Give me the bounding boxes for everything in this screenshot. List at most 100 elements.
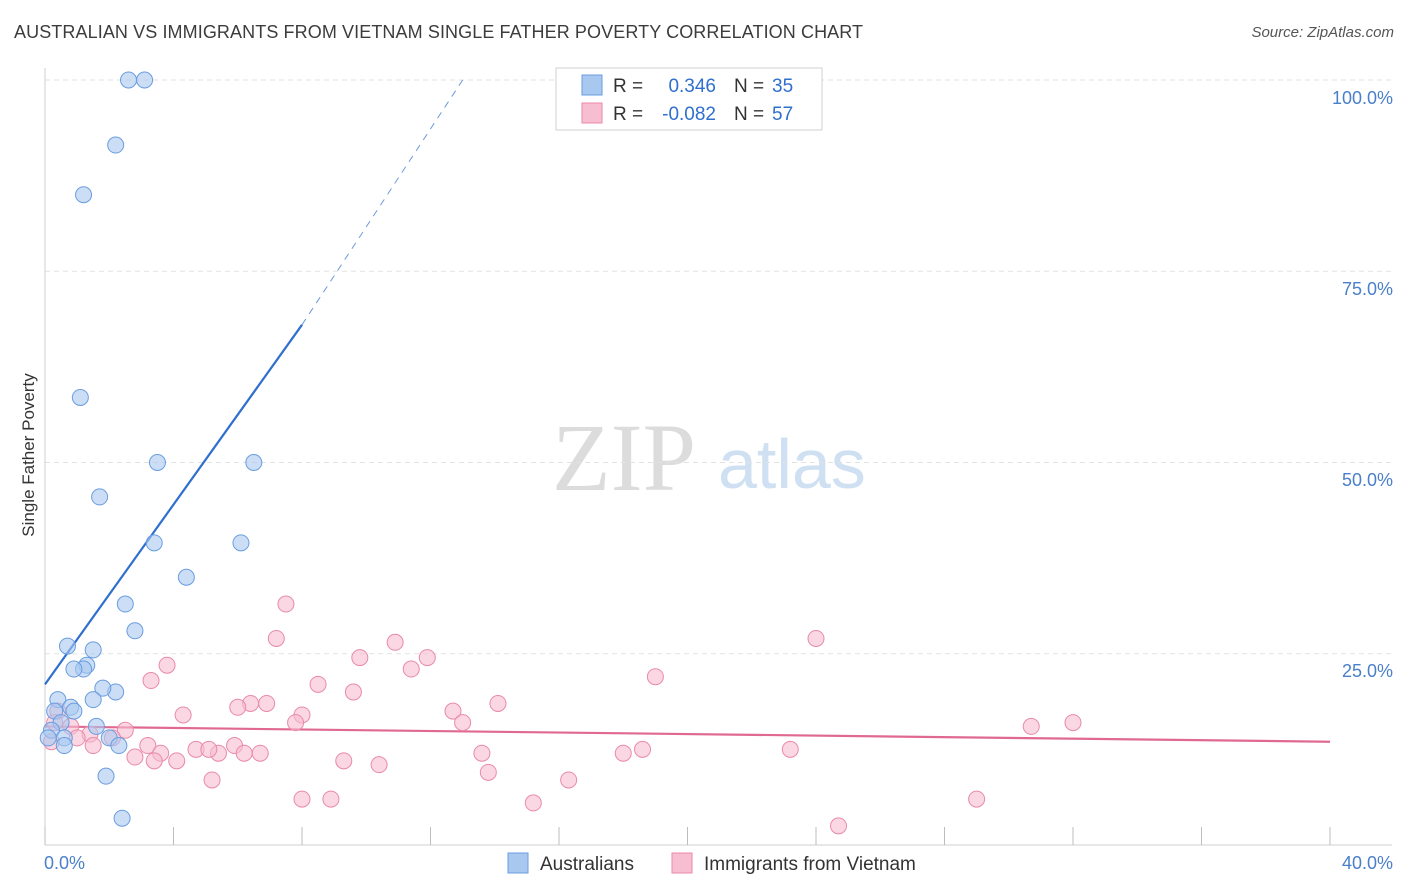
point-vietnam (293, 790, 311, 808)
point-vietnam (479, 763, 497, 781)
source-label: Source: ZipAtlas.com (1251, 24, 1394, 41)
correlation-legend: R = 0.346 N = 35 R = -0.082 N = 57 (555, 67, 823, 131)
series-legend-label: Immigrants from Vietnam (704, 854, 916, 875)
point-vietnam (807, 629, 825, 647)
point-vietnam (203, 771, 221, 789)
point-australians (87, 717, 105, 735)
point-vietnam (968, 790, 986, 808)
point-australians (232, 534, 250, 552)
point-vietnam (560, 771, 578, 789)
y-axis-label: Single Father Poverty (19, 373, 38, 537)
trend-line-australians (44, 324, 303, 685)
y-tick-label: 50.0% (1342, 470, 1393, 490)
trend-line-vietnam (44, 725, 1331, 743)
point-vietnam (145, 752, 163, 770)
point-australians (71, 388, 89, 406)
point-vietnam (139, 737, 157, 755)
point-australians (39, 729, 57, 747)
legend-n-value: 35 (772, 76, 793, 97)
legend-r-value: -0.082 (662, 104, 716, 125)
legend-n-label: N = (734, 76, 764, 97)
point-vietnam (258, 694, 276, 712)
watermark-zip: ZIP (552, 404, 696, 511)
point-vietnam (473, 744, 491, 762)
gridlines (45, 79, 1392, 655)
point-vietnam (126, 748, 144, 766)
point-australians (148, 454, 166, 471)
point-vietnam (309, 675, 327, 693)
point-australians (113, 809, 131, 827)
series-legend-swatch-vietnam (671, 852, 693, 874)
point-australians (177, 568, 195, 586)
point-australians (91, 488, 109, 506)
point-vietnam (251, 744, 269, 762)
point-australians (126, 622, 144, 640)
series-legend-label: Australians (540, 854, 634, 875)
point-vietnam (235, 744, 253, 762)
point-australians (116, 595, 134, 613)
y-tick-label: 75.0% (1342, 279, 1393, 299)
point-australians (145, 534, 163, 552)
point-australians (120, 71, 138, 89)
point-australians (107, 136, 125, 154)
legend-r-label: R = (613, 104, 643, 125)
point-australians (55, 737, 73, 755)
watermark-atlas: atlas (718, 425, 866, 503)
x-tick-label: 0.0% (44, 853, 85, 873)
point-australians (84, 691, 102, 709)
legend-swatch-australians (581, 74, 603, 96)
trend-lines (44, 79, 1331, 743)
point-vietnam (174, 706, 192, 724)
point-vietnam (200, 740, 218, 758)
point-vietnam (351, 649, 369, 667)
point-vietnam (344, 683, 362, 701)
axes (44, 68, 1392, 846)
point-australians (245, 454, 263, 471)
point-australians (110, 737, 128, 755)
chart-title: AUSTRALIAN VS IMMIGRANTS FROM VIETNAM SI… (14, 22, 864, 42)
point-vietnam (402, 660, 420, 678)
point-vietnam (781, 740, 799, 758)
point-australians (58, 637, 76, 655)
point-vietnam (229, 698, 247, 716)
series-legend-swatch-australians (507, 852, 529, 874)
point-vietnam (614, 744, 632, 762)
point-australians (94, 679, 112, 697)
point-vietnam (1064, 714, 1082, 732)
point-vietnam (444, 702, 462, 720)
point-australians (136, 71, 154, 89)
point-vietnam (142, 672, 160, 690)
point-vietnam (489, 694, 507, 712)
point-vietnam (168, 752, 186, 770)
trend-line-australians-extension (301, 79, 464, 326)
point-vietnam (277, 595, 295, 613)
point-vietnam (454, 714, 472, 732)
legend-n-label: N = (734, 104, 764, 125)
point-vietnam (116, 721, 134, 739)
y-tick-label: 100.0% (1332, 88, 1393, 108)
point-vietnam (386, 633, 404, 651)
point-australians (75, 186, 93, 204)
data-points (39, 71, 1082, 835)
legend-swatch-vietnam (581, 102, 603, 124)
point-vietnam (370, 756, 388, 774)
legend-n-value: 57 (772, 104, 793, 125)
point-vietnam (84, 737, 102, 755)
legend-r-label: R = (613, 76, 643, 97)
point-vietnam (322, 790, 340, 808)
point-australians (65, 660, 83, 678)
point-australians (97, 767, 115, 785)
point-vietnam (829, 817, 847, 835)
series-legend: Australians Immigrants from Vietnam (507, 852, 916, 875)
point-australians (84, 641, 102, 659)
point-vietnam (335, 752, 353, 770)
point-vietnam (158, 656, 176, 674)
point-vietnam (1022, 717, 1040, 735)
point-vietnam (418, 649, 436, 667)
point-australians (65, 702, 83, 720)
x-tick-label: 40.0% (1342, 853, 1393, 873)
legend-r-value: 0.346 (668, 76, 716, 97)
point-vietnam (287, 714, 305, 732)
point-vietnam (634, 740, 652, 758)
